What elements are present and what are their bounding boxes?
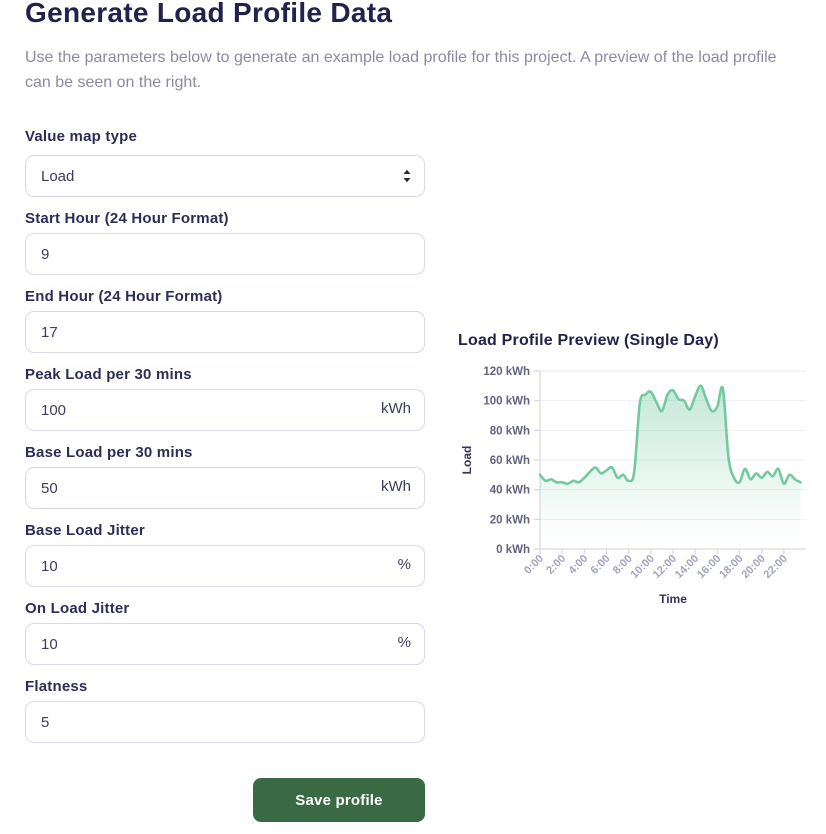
on-load-jitter-label: On Load Jitter xyxy=(25,600,130,617)
flatness-label: Flatness xyxy=(25,678,88,695)
svg-text:10:00: 10:00 xyxy=(629,553,657,581)
peak-load-input[interactable] xyxy=(25,389,425,431)
value-map-type-select[interactable]: Load xyxy=(25,155,425,197)
base-load-label: Base Load per 30 mins xyxy=(25,444,193,461)
load-profile-chart: 0 kWh 20 kWh 40 kWh 60 kWh 80 kWh 100 kWh 120 … xyxy=(455,356,826,626)
svg-text:Load: Load xyxy=(460,446,474,475)
peak-load-label: Peak Load per 30 mins xyxy=(25,366,192,383)
base-load-jitter-label: Base Load Jitter xyxy=(25,522,145,539)
svg-text:60 kWh: 60 kWh xyxy=(490,455,530,467)
end-hour-input[interactable] xyxy=(25,311,425,353)
base-load-input[interactable] xyxy=(25,467,425,509)
svg-text:100 kWh: 100 kWh xyxy=(483,396,530,408)
svg-text:Time: Time xyxy=(659,592,687,606)
svg-text:16:00: 16:00 xyxy=(695,553,723,581)
start-hour-label: Start Hour (24 Hour Format) xyxy=(25,210,229,227)
on-load-jitter-input[interactable] xyxy=(25,623,425,665)
svg-text:80 kWh: 80 kWh xyxy=(490,425,530,437)
value-map-type-label: Value map type xyxy=(25,128,138,145)
svg-text:18:00: 18:00 xyxy=(717,553,745,581)
svg-text:20:00: 20:00 xyxy=(739,553,767,581)
svg-text:4:00: 4:00 xyxy=(566,553,590,577)
start-hour-input[interactable] xyxy=(25,233,425,275)
svg-text:0 kWh: 0 kWh xyxy=(496,544,530,556)
flatness-input[interactable] xyxy=(25,701,425,743)
svg-text:6:00: 6:00 xyxy=(589,553,613,577)
svg-text:40 kWh: 40 kWh xyxy=(490,485,530,497)
save-profile-button[interactable]: Save profile xyxy=(253,778,425,822)
value-map-type-selected-value[interactable]: Load xyxy=(25,155,425,197)
page-description: Use the parameters below to generate an … xyxy=(25,49,777,91)
svg-text:12:00: 12:00 xyxy=(651,553,679,581)
svg-text:20 kWh: 20 kWh xyxy=(490,514,530,526)
base-load-jitter-input[interactable] xyxy=(25,545,425,587)
chart-title: Load Profile Preview (Single Day) xyxy=(458,332,719,349)
svg-text:2:00: 2:00 xyxy=(544,553,568,577)
page-title: Generate Load Profile Data xyxy=(25,0,393,28)
svg-text:120 kWh: 120 kWh xyxy=(483,366,530,378)
select-arrows-icon xyxy=(403,169,411,183)
end-hour-label: End Hour (24 Hour Format) xyxy=(25,288,223,305)
svg-text:22:00: 22:00 xyxy=(762,553,790,581)
svg-text:0:00: 0:00 xyxy=(522,553,546,577)
chart-series-area xyxy=(538,384,802,549)
svg-text:14:00: 14:00 xyxy=(673,553,701,581)
